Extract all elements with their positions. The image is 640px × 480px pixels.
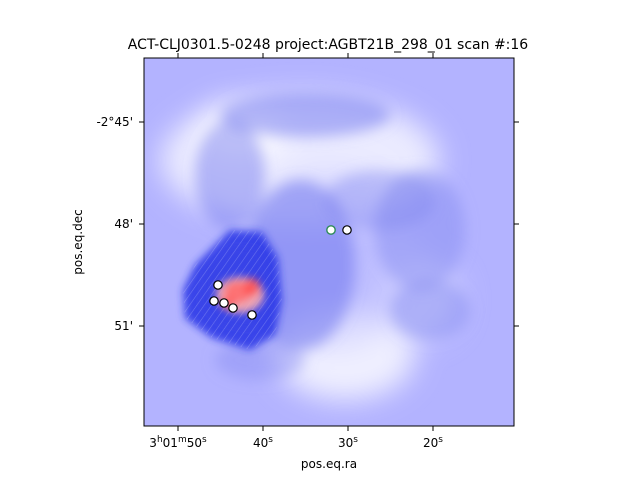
- source-marker[interactable]: [228, 303, 238, 313]
- source-marker[interactable]: [209, 296, 219, 306]
- source-marker-green[interactable]: [326, 225, 336, 235]
- y-tick-label: -2°45': [96, 115, 133, 129]
- source-markers: [209, 225, 352, 320]
- x-tick-label: 40s: [253, 435, 273, 450]
- source-marker[interactable]: [342, 225, 352, 235]
- x-tick-label: 20s: [423, 435, 443, 450]
- y-tick-label: 51': [114, 319, 133, 333]
- x-tick-label: 30s: [338, 435, 358, 450]
- chart-title: ACT-CLJ0301.5-0248 project:AGBT21B_298_0…: [128, 37, 529, 53]
- axes-frame: [143, 57, 515, 427]
- x-axis: [177, 53, 434, 431]
- source-marker[interactable]: [219, 298, 229, 308]
- source-marker[interactable]: [247, 310, 257, 320]
- source-marker[interactable]: [213, 280, 223, 290]
- sky-map: [144, 58, 514, 426]
- x-tick-label: 3h01m50s: [149, 435, 207, 450]
- x-axis-label: pos.eq.ra: [301, 457, 357, 471]
- y-axis-label: pos.eq.dec: [71, 209, 85, 274]
- y-tick-label: 48': [114, 217, 133, 231]
- y-axis: [139, 121, 519, 327]
